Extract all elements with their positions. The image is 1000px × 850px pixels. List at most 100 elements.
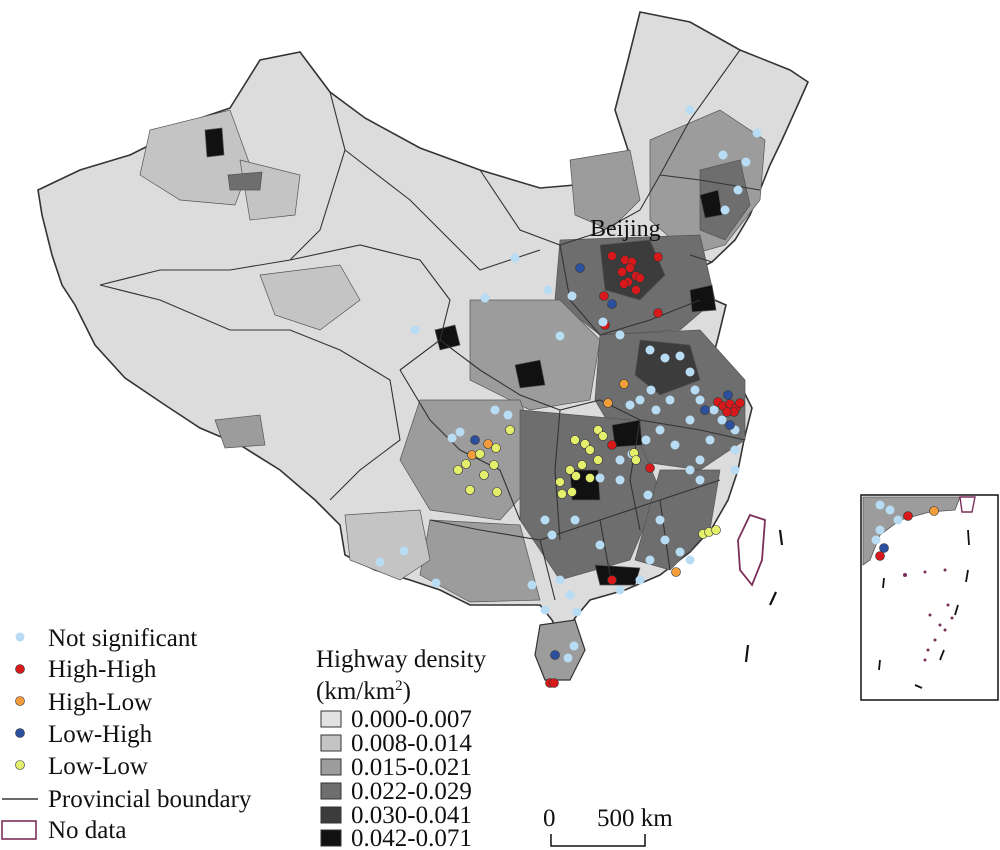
legend-marker-not-significant [15,632,25,642]
cluster-point-not-significant [615,585,625,595]
region-black-1 [434,324,461,351]
region-black-6 [594,564,641,586]
provincial-boundaries [99,49,761,601]
cluster-point-not-significant [655,515,665,525]
cluster-point-not-significant [598,317,608,327]
cluster-point-high-high [875,551,885,561]
cluster-point-not-significant [875,500,885,510]
cluster-point-not-significant [543,285,553,295]
nine-dash-line [744,529,784,663]
cluster-point-not-significant [685,367,695,377]
cluster-point-not-significant [540,605,550,615]
region-black-2 [514,359,546,389]
cluster-point-not-significant [410,325,420,335]
cluster-point-high-low [467,450,477,460]
legend-label-high-low: High-Low [48,689,152,716]
cluster-point-not-significant [565,590,575,600]
cluster-point-not-significant [643,490,653,500]
legend-label-class-2: 0.008-0.014 [351,730,472,757]
cluster-point-low-low [711,525,721,535]
cluster-point-low-low [571,471,581,481]
cluster-point-not-significant [685,465,695,475]
cluster-point-low-low [555,477,565,487]
legend-label-class-3: 0.015-0.021 [351,754,472,781]
boundary-sichuan [399,369,521,521]
cluster-point-not-significant [730,465,740,475]
boundary-tibet [99,284,401,501]
cluster-point-not-significant [875,525,885,535]
legend-marker-no-data [1,820,37,840]
cluster-point-high-high [599,291,609,301]
cluster-point-low-low [492,487,502,497]
cluster-point-low-low [489,460,499,470]
cluster-point-not-significant [447,433,457,443]
cluster-point-not-significant [695,395,705,405]
cluster-point-not-significant [431,578,441,588]
cluster-point-low-low [567,487,577,497]
cluster-point-low-low [557,489,567,499]
cluster-point-low-high [879,543,889,553]
cluster-point-high-high [722,407,732,417]
cluster-point-not-significant [572,607,582,617]
boundary-qinghai [289,244,451,371]
legend-density-units: (km/km2) [316,678,411,705]
cluster-point-not-significant [741,157,751,167]
units-prefix: (km/km [316,678,396,705]
units-superscript: 2 [395,678,403,694]
cluster-point-not-significant [615,330,625,340]
cluster-point-not-significant [455,427,465,437]
cluster-point-high-high [607,575,617,585]
region-black-9 [227,171,263,191]
cluster-point-not-significant [705,435,715,445]
boundary-north-china [559,244,701,336]
cluster-point-high-high [631,285,641,295]
cluster-point-not-significant [893,515,903,525]
region-inner-mongolia-mid [569,149,641,231]
cluster-point-high-low [929,506,939,516]
cluster-point-low-low [570,435,580,445]
legend-marker-high-high [15,664,25,674]
legend-label-class-6: 0.042-0.071 [351,825,472,850]
cluster-point-not-significant [655,425,665,435]
cluster-point-low-low [585,445,595,455]
cluster-point-not-significant [570,515,580,525]
units-suffix: ) [403,678,411,705]
cluster-point-not-significant [695,455,705,465]
cluster-point-low-high [575,263,585,273]
cluster-point-not-significant [665,395,675,405]
region-tibet-patch [214,414,266,449]
cluster-point-not-significant [480,293,490,303]
cluster-point-low-low [631,455,641,465]
taiwan-nodata [737,513,766,587]
cluster-point-low-high [723,390,733,400]
cluster-point-not-significant [717,415,727,425]
cluster-point-not-significant [685,105,695,115]
legend-label-no-data: No data [48,817,126,844]
cluster-point-not-significant [490,405,500,415]
legend-density: Highway density (km/km2) 0.000-0.007 0.0… [316,646,487,850]
region-black-4 [689,284,717,313]
cluster-point-high-low [619,379,629,389]
cluster-point-high-high [903,511,913,521]
cluster-point-not-significant [635,395,645,405]
boundary-south-2 [539,499,671,601]
cluster-point-not-significant [733,185,743,195]
cluster-point-high-high [607,440,617,450]
cluster-point-not-significant [375,557,385,567]
cluster-point-low-high [550,650,560,660]
cluster-point-high-high [735,398,745,408]
scale-bar-end: 500 km [597,805,673,832]
cluster-point-not-significant [685,555,695,565]
cluster-point-not-significant [595,473,605,483]
cluster-point-high-high [635,273,645,283]
legend-swatch-class-5 [320,806,342,824]
cluster-point-not-significant [651,405,661,415]
legend-marker-high-low [15,696,25,706]
cluster-point-low-high [470,435,480,445]
region-yunnan-light [344,509,431,581]
cluster-point-not-significant [567,291,577,301]
cluster-point-not-significant [695,475,705,485]
inset-taiwan-nodata [959,496,976,513]
cluster-point-not-significant [527,580,537,590]
